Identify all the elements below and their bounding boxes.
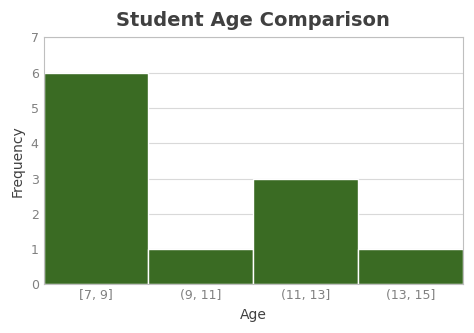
Bar bbox=[253, 178, 358, 284]
Bar bbox=[148, 249, 253, 284]
X-axis label: Age: Age bbox=[240, 308, 267, 322]
Title: Student Age Comparison: Student Age Comparison bbox=[116, 11, 390, 30]
Bar bbox=[358, 249, 463, 284]
Y-axis label: Frequency: Frequency bbox=[11, 125, 25, 197]
Bar bbox=[44, 73, 148, 284]
